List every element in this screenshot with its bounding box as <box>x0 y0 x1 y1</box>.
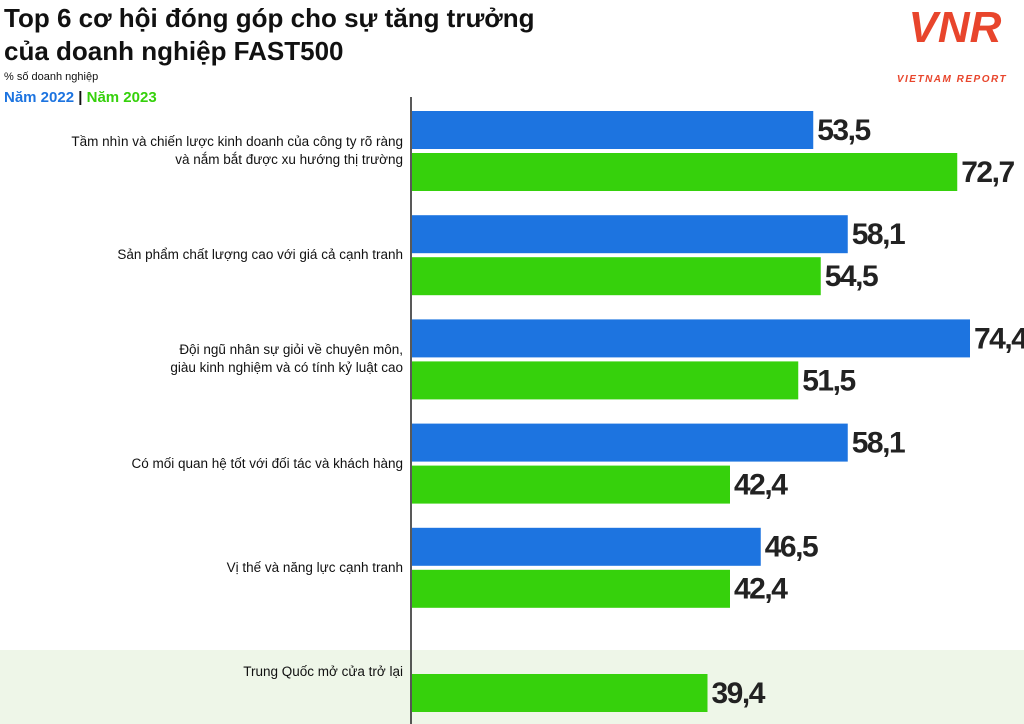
value-label: 58,1 <box>852 218 905 251</box>
chart-subtitle: % số doanh nghiệp <box>4 71 99 83</box>
chart-title: Top 6 cơ hội đóng góp cho sự tăng trưởng… <box>4 3 535 66</box>
value-label: 51,5 <box>802 364 855 397</box>
category-label: Có mối quan hệ tốt với đối tác và khách … <box>131 455 403 471</box>
bar <box>412 215 848 254</box>
bar <box>412 527 761 566</box>
legend: Năm 2022 | Năm 2023 <box>4 89 157 106</box>
value-label: 72,7 <box>961 156 1014 189</box>
value-label: 39,4 <box>712 677 766 710</box>
legend-separator: | <box>78 89 83 106</box>
category-label: Trung Quốc mở cửa trở lại <box>243 664 403 679</box>
bar <box>412 153 958 191</box>
value-label: 74,4 <box>974 322 1024 355</box>
logo-mark: VNR <box>909 3 1002 52</box>
value-label: 53,5 <box>817 114 870 147</box>
bar <box>412 257 821 296</box>
value-label: 58,1 <box>852 427 905 460</box>
category-label: Đội ngũ nhân sự giỏi về chuyên môn, giàu… <box>170 342 403 376</box>
bar <box>412 674 708 712</box>
bar <box>412 361 799 400</box>
bar <box>412 319 970 358</box>
legend-entry: Năm 2023 <box>86 89 157 106</box>
bar <box>412 569 730 608</box>
bar <box>412 465 730 504</box>
category-label: Sản phẩm chất lượng cao với giá cả cạnh … <box>117 247 403 263</box>
bar <box>412 423 848 462</box>
value-label: 42,4 <box>734 573 788 606</box>
logo-name: VIETNAM REPORT <box>897 74 1007 85</box>
legend-entry: Năm 2022 <box>4 89 75 106</box>
category-label: Vị thế và năng lực cạnh tranh <box>226 559 403 575</box>
bar <box>412 111 814 149</box>
category-label: Tầm nhìn và chiến lược kinh doanh của cô… <box>71 134 403 167</box>
value-label: 54,5 <box>825 260 878 293</box>
value-label: 46,5 <box>765 531 818 564</box>
value-label: 42,4 <box>734 469 788 502</box>
